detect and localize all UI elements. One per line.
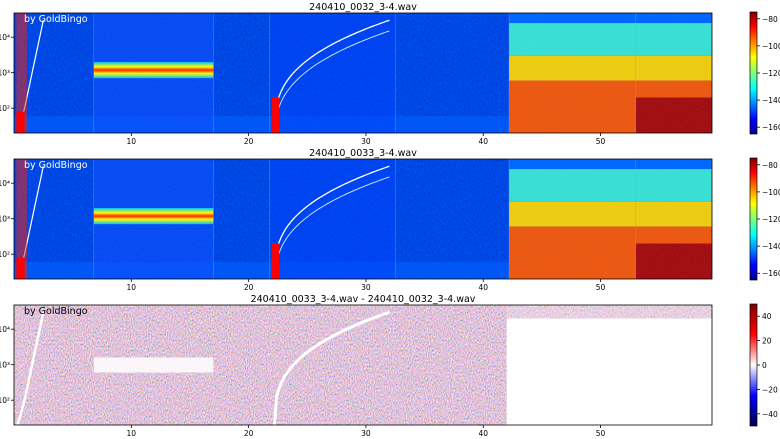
colorbar (749, 157, 758, 281)
sweep-left-base (16, 257, 25, 279)
x-tick-label: 10 (127, 137, 137, 146)
colorbar-tick-label: −140 (762, 242, 780, 251)
spectrogram-image (14, 13, 712, 133)
watermark: by GoldBingo (24, 14, 88, 25)
sweep-left-energy (16, 13, 27, 133)
spectrogram-panel-3: 240410_0033_3-4.wav - 240410_0032_3-4.wa… (0, 294, 778, 438)
colorbar-tick-label: −40 (762, 410, 778, 419)
colorbar-tick-label: −160 (762, 123, 780, 132)
colorbar-tick-label: −160 (762, 269, 780, 278)
panel-title: 240410_0033_3-4.wav (309, 148, 417, 159)
colorbar (749, 11, 758, 135)
quiet-block (272, 159, 396, 279)
colorbar-tick-label: −120 (762, 215, 780, 224)
tone-band (93, 61, 214, 79)
colorbar-tick-label: −80 (762, 161, 778, 170)
log-sweep-harmonic (274, 30, 390, 133)
colorbar-tick-label: 0 (762, 361, 767, 370)
log-sweep-base (272, 97, 280, 133)
diff-silent-region (506, 318, 712, 425)
colorbar-tick-label: −80 (762, 15, 778, 24)
x-tick-label: 20 (244, 429, 254, 438)
y-tick-label: 10² (0, 250, 10, 259)
x-tick-label: 50 (596, 429, 606, 438)
watermark: by GoldBingo (24, 306, 88, 317)
x-tick-label: 30 (361, 283, 371, 292)
tone-band (93, 207, 214, 225)
log-sweep (273, 19, 390, 133)
y-tick-label: 10³ (0, 69, 10, 78)
colorbar-tick-label: −20 (762, 385, 778, 394)
x-tick-label: 20 (244, 137, 254, 146)
x-tick-label: 30 (361, 137, 371, 146)
x-tick-label: 10 (127, 283, 137, 292)
sweep-left-base (16, 111, 25, 133)
y-tick-label: 10² (0, 396, 10, 405)
colorbar-tick-label: 20 (762, 337, 772, 346)
watermark: by GoldBingo (24, 160, 88, 171)
music-texture (509, 159, 712, 279)
log-sweep-harmonic (274, 176, 390, 279)
colorbar-tick-label: −100 (762, 42, 780, 51)
colorbar-tick-label: −140 (762, 96, 780, 105)
diff-tone-band (93, 357, 214, 373)
colorbar-tick-label: −100 (762, 188, 780, 197)
diff-noise-top (506, 305, 712, 319)
x-tick-label: 30 (361, 429, 371, 438)
diff-noise (14, 305, 507, 425)
x-tick-label: 40 (478, 429, 488, 438)
y-tick-label: 10⁴ (0, 33, 10, 42)
colorbar-tick-label: 40 (762, 312, 772, 321)
panel-title: 240410_0032_3-4.wav (309, 2, 417, 13)
log-sweep (273, 165, 390, 279)
x-tick-label: 50 (596, 283, 606, 292)
y-tick-label: 10⁴ (0, 179, 10, 188)
x-tick-label: 20 (244, 283, 254, 292)
log-sweep-base (272, 243, 280, 279)
y-tick-label: 10³ (0, 361, 10, 370)
x-tick-label: 40 (478, 137, 488, 146)
x-tick-label: 10 (127, 429, 137, 438)
spectrogram-image (14, 159, 712, 279)
y-tick-label: 10³ (0, 215, 10, 224)
y-tick-label: 10⁴ (0, 325, 10, 334)
panel-title: 240410_0033_3-4.wav - 240410_0032_3-4.wa… (251, 294, 476, 305)
spectrogram-image (14, 305, 712, 425)
x-tick-label: 50 (596, 137, 606, 146)
diff-log-sweep (272, 310, 390, 425)
y-tick-label: 10² (0, 104, 10, 113)
music-texture (509, 13, 712, 133)
quiet-block (272, 13, 396, 133)
colorbar-tick-label: −120 (762, 69, 780, 78)
x-tick-label: 40 (478, 283, 488, 292)
sweep-left-energy (16, 159, 27, 279)
colorbar (749, 303, 758, 427)
diff-sweep-left (16, 311, 45, 425)
